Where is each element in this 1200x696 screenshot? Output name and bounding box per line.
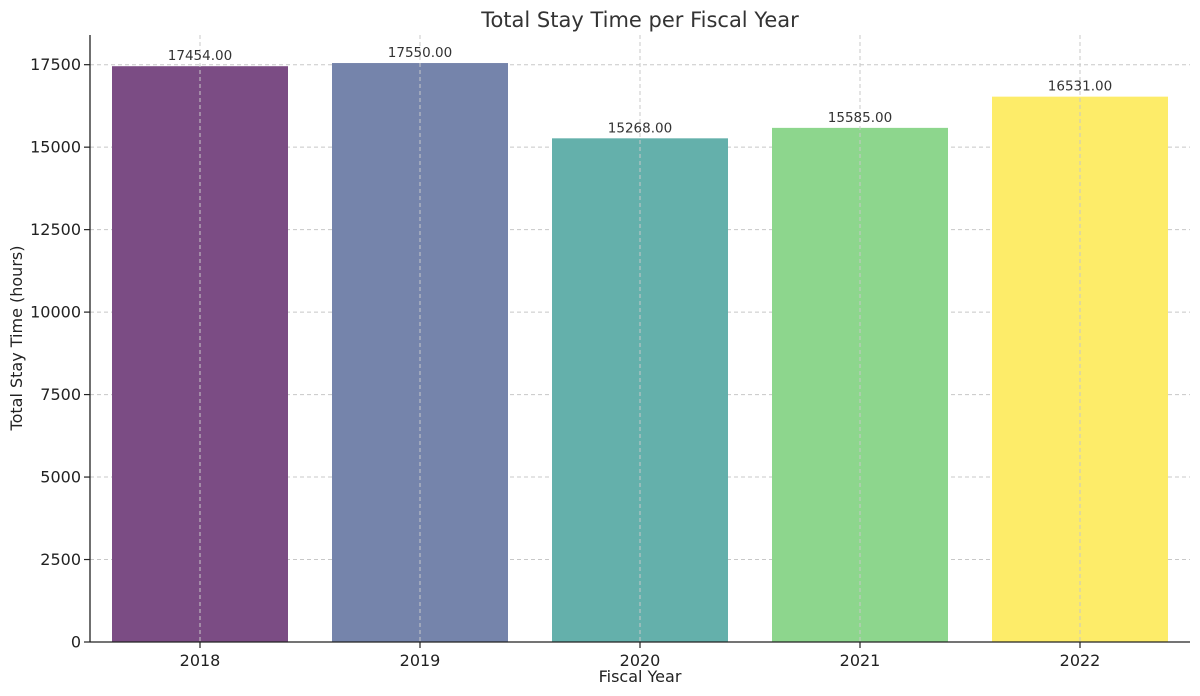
data-label-2020: 15268.00	[608, 120, 672, 136]
y-tick-label: 0	[71, 633, 81, 652]
x-tick-label-2022: 2022	[1060, 651, 1101, 670]
x-tick-label-2018: 2018	[180, 651, 221, 670]
bar-2020	[552, 138, 728, 642]
x-tick-label-2019: 2019	[400, 651, 441, 670]
y-tick-label: 2500	[40, 550, 81, 569]
chart-title: Total Stay Time per Fiscal Year	[480, 8, 799, 32]
y-axis-label: Total Stay Time (hours)	[7, 246, 26, 432]
y-tick-label: 15000	[30, 138, 81, 157]
y-tick-label: 12500	[30, 220, 81, 239]
x-tick-label-2020: 2020	[620, 651, 661, 670]
y-axis-ticks: 0 2500 5000 7500 10000 12500 15000 17500	[30, 55, 90, 652]
data-label-2019: 17550.00	[388, 45, 452, 61]
bars	[112, 63, 1168, 643]
y-tick-label: 7500	[40, 385, 81, 404]
x-tick-label-2021: 2021	[840, 651, 881, 670]
bar-2022	[992, 96, 1168, 643]
y-tick-label: 10000	[30, 303, 81, 322]
data-label-2018: 17454.00	[168, 48, 232, 64]
x-axis-ticks: 2018 2019 2020 2021 2022	[180, 642, 1101, 670]
y-tick-label: 17500	[30, 55, 81, 74]
data-labels: 17454.00 17550.00 15268.00 15585.00 16531.00	[168, 45, 1112, 136]
data-label-2022: 16531.00	[1048, 79, 1112, 95]
data-label-2021: 15585.00	[828, 110, 892, 126]
y-tick-label: 5000	[40, 468, 81, 487]
x-axis-label: Fiscal Year	[599, 667, 682, 686]
vertical-grid	[199, 35, 1081, 642]
